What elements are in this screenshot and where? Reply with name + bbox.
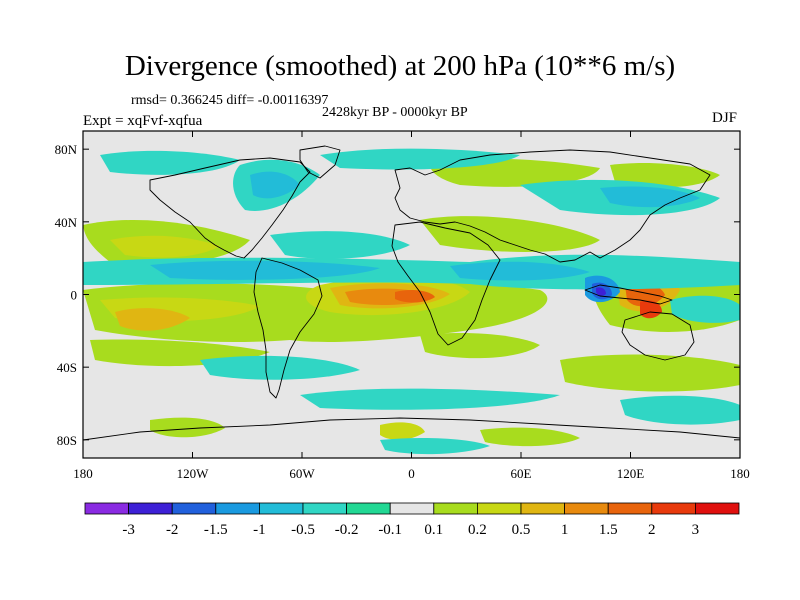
colorbar-label: 0.1: [424, 522, 443, 538]
colorbar-swatch: [564, 502, 609, 515]
contour-negative: [380, 438, 490, 455]
colorbar-label: -1: [253, 522, 266, 538]
contour-negative: [450, 261, 590, 281]
coastline-indonesia: [584, 284, 673, 305]
contour-positive: [115, 308, 190, 331]
coastline-australia: [621, 311, 695, 361]
x-tick-label: 180: [73, 466, 93, 481]
x-tick-label: 180: [730, 466, 750, 481]
colorbar-label: -0.2: [335, 522, 359, 538]
contour-positive: [610, 163, 720, 188]
contour-negative: [200, 355, 360, 380]
colorbar-swatch: [171, 502, 217, 515]
colorbar-swatch: [476, 502, 522, 515]
colorbar-swatch: [389, 502, 435, 515]
y-axis-ticks: 80N 40N 0 40S 80S: [55, 142, 740, 448]
contour-positive: [110, 235, 220, 258]
experiment-label: Expt = xqFvf-xqfua: [83, 113, 203, 129]
chart-title: Divergence (smoothed) at 200 hPa (10**6 …: [124, 50, 676, 82]
coastline-africa: [391, 221, 501, 346]
contour-positive: [560, 354, 740, 392]
contour-positive: [420, 333, 540, 359]
contour-positive: [395, 289, 435, 303]
x-tick-label: 60W: [289, 466, 315, 481]
time-period-label: 2428kyr BP - 0000kyr BP: [322, 105, 468, 120]
contour-negative: [100, 150, 240, 175]
colorbar-swatch: [128, 502, 173, 515]
colorbar-label: -3: [122, 522, 135, 538]
y-tick-label: 80S: [57, 433, 77, 448]
x-tick-label: 60E: [511, 466, 532, 481]
colorbar-label: 1.5: [599, 522, 618, 538]
colorbar-label: 3: [692, 522, 700, 538]
contour-positive: [480, 427, 580, 447]
coastline-greenland: [299, 145, 341, 179]
colorbar-swatch: [215, 502, 260, 515]
colorbar-label: -0.1: [378, 522, 402, 538]
contour-negative: [150, 260, 380, 280]
contour-negative: [320, 148, 520, 170]
coastline-south-america: [253, 257, 323, 399]
colorbar-label: -0.5: [291, 522, 315, 538]
colorbar-swatch: [520, 502, 565, 515]
contour-negative: [600, 186, 700, 208]
x-axis-ticks: 180 120W 60W 0 60E 120E 180: [73, 131, 750, 481]
contour-negative: [596, 287, 606, 296]
season-label: DJF: [712, 110, 738, 126]
colorbar-label: -2: [166, 522, 179, 538]
colorbar-label: -1.5: [204, 522, 228, 538]
contour-fill-layer: [83, 148, 740, 455]
colorbar-swatch: [84, 502, 129, 515]
coastlines: [83, 145, 740, 441]
contour-negative: [300, 388, 560, 410]
colorbar-label: 0.5: [512, 522, 531, 538]
colorbar-label: 2: [648, 522, 656, 538]
x-tick-label: 120W: [177, 466, 210, 481]
contour-negative: [270, 231, 410, 259]
coastline-north-america: [149, 157, 311, 259]
coastline-antarctica: [83, 417, 740, 441]
contour-negative: [620, 395, 740, 425]
x-tick-label: 0: [408, 466, 415, 481]
y-tick-label: 0: [71, 288, 78, 303]
contour-positive: [380, 422, 425, 440]
contour-negative: [250, 171, 300, 199]
x-tick-label: 120E: [617, 466, 645, 481]
colorbar-label: 1: [561, 522, 569, 538]
colorbar-swatch: [607, 502, 653, 515]
rmsd-diff-stats: rmsd= 0.366245 diff= -0.00116397: [131, 93, 329, 108]
colorbar-swatch: [302, 502, 347, 515]
coastline-europe-asia: [394, 149, 711, 263]
colorbar-swatch: [651, 502, 696, 515]
y-tick-label: 80N: [55, 142, 78, 157]
map-panel: 180 120W 60W 0 60E 120E 180 80N 40N 0 40S 80S: [55, 130, 750, 481]
colorbar-swatch: [258, 502, 304, 515]
contour-positive: [150, 417, 225, 438]
colorbar: -3 -2 -1.5 -1 -0.5 -0.2 -0.1 0.1 0.2 0.5 1 1.5 2 3: [84, 502, 740, 538]
contour-negative: [670, 295, 740, 323]
colorbar-swatch: [695, 502, 740, 515]
colorbar-swatch: [433, 502, 478, 515]
colorbar-label: 0.2: [468, 522, 487, 538]
y-tick-label: 40S: [57, 360, 77, 375]
colorbar-swatch: [346, 502, 391, 515]
y-tick-label: 40N: [55, 215, 78, 230]
